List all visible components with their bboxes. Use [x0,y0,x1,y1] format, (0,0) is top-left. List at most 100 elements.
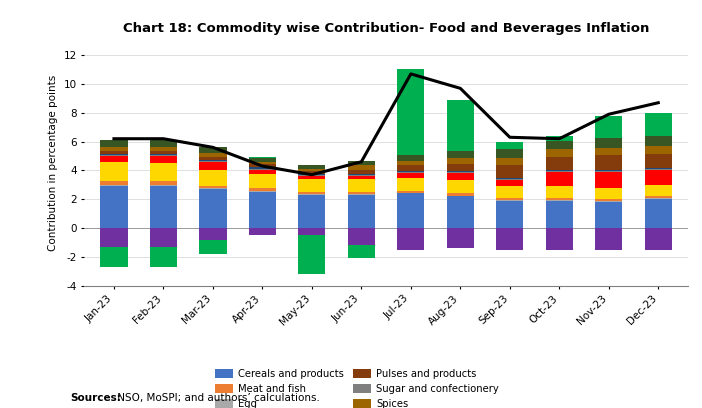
Bar [100,181,128,185]
Bar [150,151,177,154]
Bar [397,155,425,161]
Bar [446,171,474,172]
Bar [249,192,276,228]
Bar [347,175,375,176]
Bar [199,147,227,153]
Bar [298,195,326,228]
Bar [199,160,227,161]
Bar [644,171,672,185]
Bar [496,142,524,149]
Bar [199,189,227,228]
Bar [298,175,326,176]
Bar [100,156,128,162]
Bar [446,164,474,171]
Bar [347,192,375,194]
Bar [496,158,524,165]
Bar [100,228,128,247]
Bar [347,174,375,175]
Bar [545,200,573,201]
Bar [100,247,128,267]
Bar [347,176,375,179]
Bar [545,201,573,228]
Bar [150,185,177,186]
Bar [150,140,177,147]
Text: NSO, MoSPI; and authors’ calculations.: NSO, MoSPI; and authors’ calculations. [114,393,319,403]
Y-axis label: Contribution in percentage points: Contribution in percentage points [48,75,58,251]
Bar [397,171,425,172]
Bar [545,141,573,149]
Bar [496,178,524,180]
Bar [644,185,672,196]
Bar [100,147,128,151]
Bar [150,155,177,156]
Bar [100,186,128,228]
Bar [249,191,276,192]
Bar [595,172,623,188]
Bar [347,228,375,245]
Bar [298,169,326,171]
Bar [496,201,524,228]
Bar [298,179,326,192]
Bar [249,228,276,235]
Bar [150,164,177,181]
Bar [496,200,524,201]
Bar [595,148,623,155]
Bar [150,181,177,185]
Bar [397,193,425,228]
Bar [595,188,623,199]
Bar [249,169,276,170]
Bar [644,228,672,250]
Bar [249,188,276,191]
Bar [644,169,672,171]
Bar [644,113,672,136]
Bar [397,228,425,250]
Bar [249,162,276,164]
Bar [298,228,326,235]
Bar [496,228,524,250]
Bar [545,171,573,172]
Bar [150,156,177,164]
Bar [595,202,623,228]
Bar [446,158,474,164]
Bar [199,188,227,189]
Bar [347,161,375,165]
Bar [100,155,128,156]
Bar [644,199,672,228]
Bar [545,149,573,157]
Bar [100,185,128,186]
Bar [150,147,177,151]
Bar [347,179,375,192]
Bar [298,165,326,169]
Bar [347,170,375,174]
Bar [496,149,524,158]
Bar [446,195,474,196]
Bar [644,154,672,168]
Bar [298,171,326,174]
Bar [100,162,128,181]
Bar [199,161,227,162]
Bar [545,186,573,198]
Bar [595,116,623,138]
Bar [595,170,623,171]
Bar [298,235,326,274]
Bar [545,228,573,250]
Bar [595,171,623,172]
Bar [150,186,177,228]
Bar [249,170,276,174]
Bar [199,153,227,157]
Text: Sources:: Sources: [70,393,121,403]
Bar [347,245,375,258]
Bar [446,173,474,180]
Bar [150,154,177,155]
Bar [496,165,524,178]
Bar [199,239,227,254]
Bar [397,165,425,171]
Bar [249,174,276,188]
Bar [595,155,623,170]
Bar [496,198,524,200]
Bar [595,228,623,250]
Bar [249,167,276,169]
Legend: Cereals and products, Meat and fish, Egg, Milk and products, Oils and fats, Frui: Cereals and products, Meat and fish, Egg… [215,369,557,408]
Bar [347,195,375,228]
Bar [199,186,227,188]
